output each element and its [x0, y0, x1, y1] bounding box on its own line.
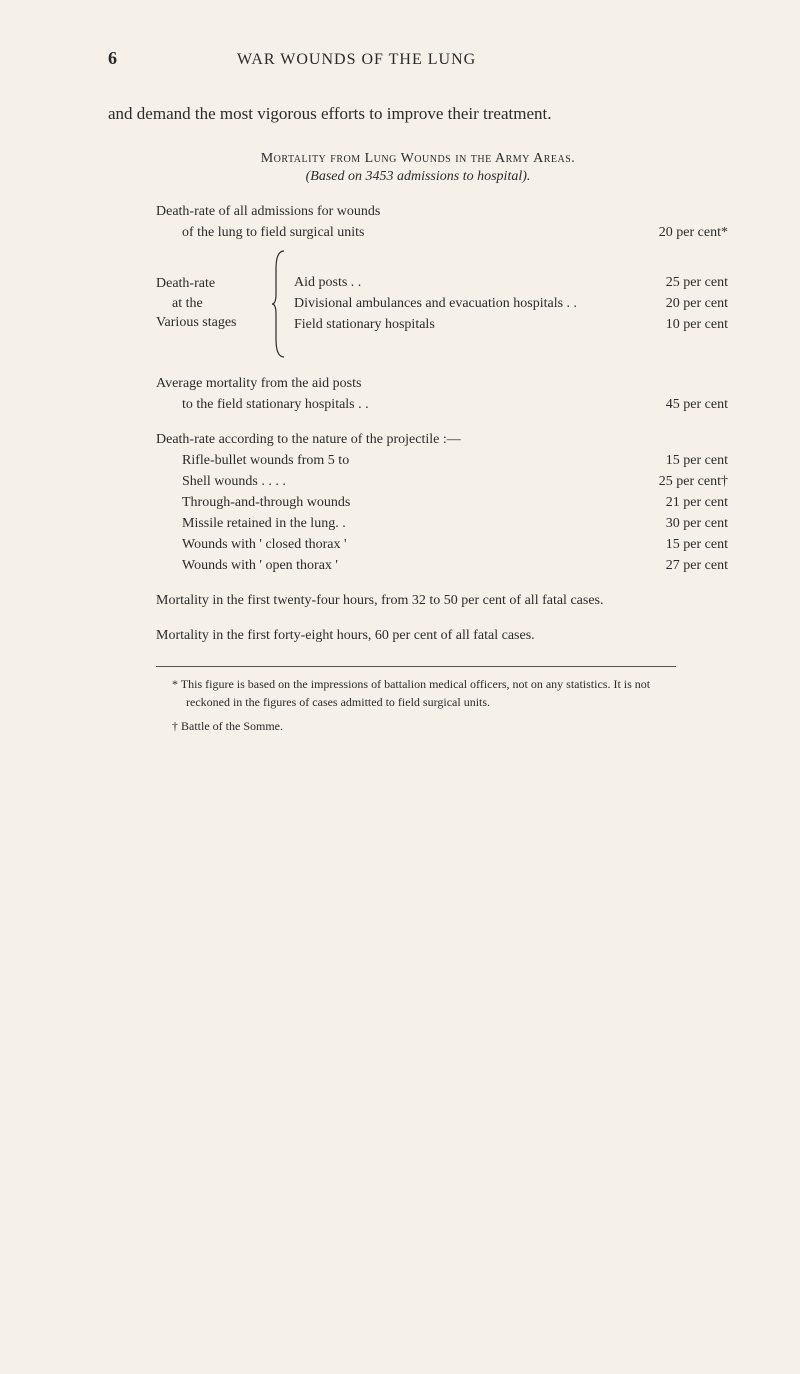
brace-item-0-right: 25 per cent — [666, 272, 728, 293]
footnote-star: * This figure is based on the impression… — [172, 675, 696, 711]
brace-left-label: Death-rate at the Various stages — [156, 274, 266, 333]
deathrate-line2-right: 20 per cent* — [659, 222, 728, 243]
curly-brace-icon — [272, 249, 288, 359]
brace-items: Aid posts . . 25 per cent Divisional amb… — [294, 272, 728, 335]
deathrate-line1: Death-rate of all admissions for wounds — [156, 201, 728, 222]
avg-line2-right: 45 per cent — [666, 394, 728, 415]
page-number: 6 — [108, 48, 117, 69]
section-subheading: (Based on 3453 admissions to hospital). — [108, 169, 728, 185]
brace-item-1-right: 20 per cent — [666, 293, 728, 314]
intro-paragraph: and demand the most vigorous efforts to … — [108, 101, 728, 127]
proj-row-5: Wounds with ' open thorax '27 per cent — [182, 555, 728, 576]
mortality-24h: Mortality in the first twenty-four hours… — [156, 590, 728, 611]
brace-item-0-left: Aid posts . . — [294, 272, 650, 293]
brace-item-2-left: Field stationary hospitals — [294, 314, 650, 335]
running-title: WAR WOUNDS OF THE LUNG — [237, 51, 476, 69]
brace-item-2-right: 10 per cent — [666, 314, 728, 335]
mortality-48h: Mortality in the first forty-eight hours… — [156, 625, 728, 646]
proj-row-2: Through-and-through wounds21 per cent — [182, 492, 728, 513]
brace-item-1-left: Divisional ambulances and evacuation hos… — [294, 293, 650, 314]
proj-row-0: Rifle-bullet wounds from 5 to15 per cent — [182, 450, 728, 471]
footnote-dagger: † Battle of the Somme. — [172, 717, 696, 735]
avg-line2: to the field stationary hospitals . . 45… — [156, 394, 728, 415]
page-header: 6 WAR WOUNDS OF THE LUNG — [108, 48, 728, 69]
brace-left-line2: at the — [156, 294, 266, 314]
deathrate-block: Death-rate of all admissions for wounds … — [156, 201, 728, 359]
deathrate-line2: of the lung to field surgical units 20 p… — [156, 222, 728, 243]
page-content: 6 WAR WOUNDS OF THE LUNG and demand the … — [0, 0, 800, 813]
brace-item-0: Aid posts . . 25 per cent — [294, 272, 728, 293]
proj-row-3: Missile retained in the lung. .30 per ce… — [182, 513, 728, 534]
proj-intro: Death-rate according to the nature of th… — [156, 429, 728, 450]
avg-line2-left: to the field stationary hospitals . . — [182, 394, 650, 415]
brace-item-1: Divisional ambulances and evacuation hos… — [294, 293, 728, 314]
avg-mortality-block: Average mortality from the aid posts to … — [156, 373, 728, 415]
brace-left-line1: Death-rate — [156, 274, 266, 294]
brace-item-2: Field stationary hospitals 10 per cent — [294, 314, 728, 335]
brace-block: Death-rate at the Various stages Aid pos… — [156, 249, 728, 359]
proj-list: Rifle-bullet wounds from 5 to15 per cent… — [182, 450, 728, 576]
proj-row-4: Wounds with ' closed thorax '15 per cent — [182, 534, 728, 555]
avg-line1: Average mortality from the aid posts — [156, 373, 728, 394]
deathrate-line2-left: of the lung to field surgical units — [182, 222, 643, 243]
section-heading: Mortality from Lung Wounds in the Army A… — [108, 151, 728, 167]
projectile-block: Death-rate according to the nature of th… — [156, 429, 728, 576]
brace-left-line3: Various stages — [156, 313, 266, 333]
proj-row-1: Shell wounds . . . .25 per cent† — [182, 471, 728, 492]
footnote-rule — [156, 666, 676, 667]
